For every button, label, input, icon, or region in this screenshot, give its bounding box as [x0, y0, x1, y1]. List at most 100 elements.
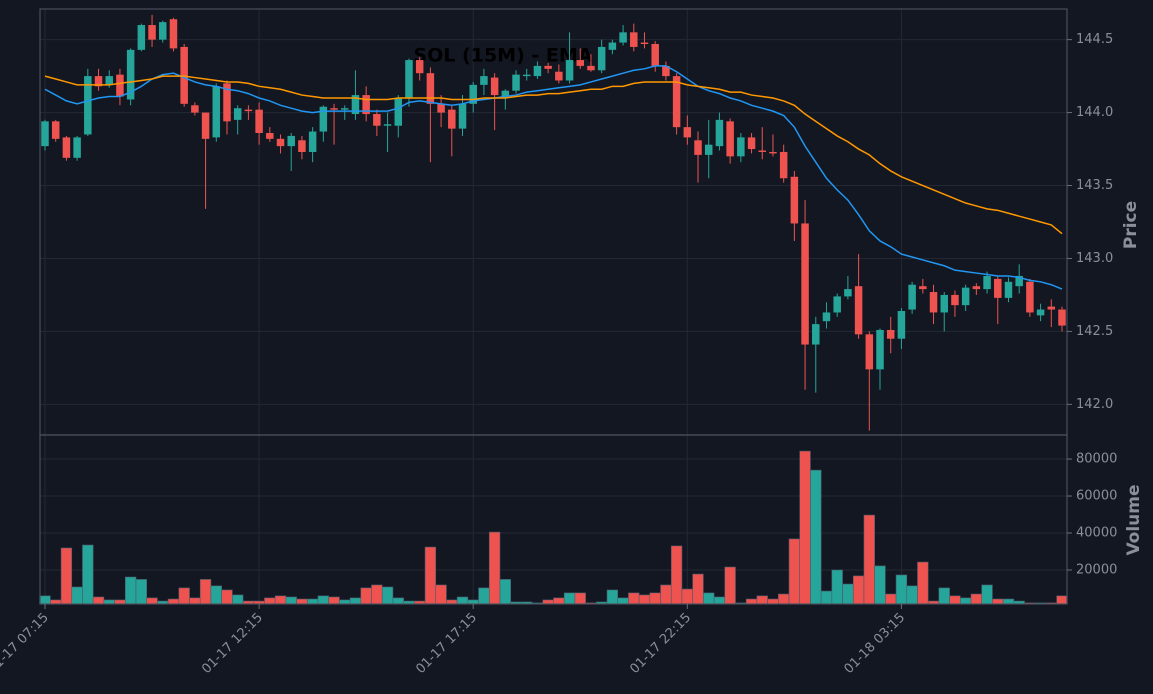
candle-body — [1015, 275, 1023, 287]
candle-body — [394, 97, 403, 126]
volume-bar — [970, 593, 983, 605]
candle-body — [1058, 309, 1066, 326]
candle-body — [191, 105, 199, 113]
candle-body — [1026, 281, 1034, 313]
y-tick-label: 40000 — [1076, 525, 1117, 540]
candle-body — [383, 124, 392, 126]
candle-body — [330, 108, 338, 110]
volume-bar — [778, 593, 790, 605]
candle-body — [244, 109, 253, 112]
candle-body — [683, 127, 692, 138]
candle-body — [630, 32, 638, 47]
volume-bar — [670, 545, 683, 605]
volume-bar — [424, 546, 437, 605]
candle-body — [587, 65, 595, 71]
candle-body — [951, 294, 959, 306]
candle-body — [458, 103, 467, 129]
candle-body — [769, 151, 777, 154]
volume-bar — [1002, 598, 1015, 605]
volume-bar — [810, 469, 822, 605]
candle-body — [51, 121, 60, 139]
volume-bar — [124, 576, 137, 605]
candle-body — [876, 329, 884, 370]
candle-body — [844, 289, 852, 297]
candle-body — [223, 83, 231, 122]
volume-bar — [885, 593, 897, 605]
volume-bar — [628, 592, 640, 605]
volume-bar — [349, 597, 362, 605]
volume-bar — [660, 584, 672, 605]
y-tick-label: 80000 — [1076, 452, 1117, 467]
candle-body — [84, 76, 92, 135]
chart-title: SOL (15M) - EMA — [414, 45, 593, 67]
volume-bar — [949, 595, 961, 605]
volume-bar — [274, 595, 287, 605]
volume-bar — [842, 583, 854, 605]
candle-body — [490, 77, 499, 96]
candle-body — [662, 65, 670, 77]
volume-bar — [553, 597, 565, 605]
volume-bar — [895, 574, 908, 605]
volume-bar — [649, 592, 661, 605]
volume-bar — [992, 598, 1004, 605]
volume-bar — [446, 599, 458, 605]
volume-bar — [1056, 595, 1068, 605]
candle-body — [704, 144, 713, 155]
volume-bar — [692, 573, 704, 605]
candle-body — [790, 176, 799, 224]
candle-body — [62, 137, 71, 158]
volume-bar — [199, 579, 212, 605]
volume-frame — [39, 434, 1068, 605]
candle-body — [94, 76, 103, 87]
y-tick-label: 143.0 — [1076, 251, 1113, 266]
candle-body — [41, 121, 49, 147]
candle-body — [287, 135, 295, 147]
volume-bar — [745, 598, 758, 605]
volume-bar — [917, 561, 929, 605]
volume-bar — [638, 594, 651, 605]
volume-bar — [681, 588, 693, 605]
candle-body — [533, 65, 542, 77]
candle-body — [276, 138, 285, 147]
volume-bar — [339, 599, 351, 605]
volume-axis-label: Volume — [1124, 484, 1144, 555]
y-tick-label: 144.5 — [1076, 32, 1113, 47]
volume-bar — [381, 586, 394, 605]
volume-bar — [852, 575, 865, 605]
y-tick-label: 144.0 — [1076, 105, 1113, 120]
y-tick-label: 142.0 — [1076, 397, 1113, 412]
candle-body — [448, 109, 456, 129]
volume-bar — [874, 565, 886, 605]
volume-bar — [392, 597, 404, 605]
candle-body — [812, 324, 820, 345]
candle-body — [919, 286, 927, 290]
volume-bar — [574, 592, 586, 605]
volume-bar — [146, 597, 158, 605]
candle-body — [833, 296, 841, 313]
candle-body — [1047, 306, 1056, 310]
candle-body — [672, 76, 681, 128]
candle-body — [233, 108, 242, 120]
candle-body — [694, 140, 702, 155]
volume-bar — [959, 597, 972, 605]
y-tick-label: 143.5 — [1076, 178, 1113, 193]
volume-bar — [820, 590, 833, 605]
candle-body — [266, 133, 274, 139]
marks — [39, 14, 1068, 605]
volume-bar — [938, 587, 950, 605]
volume-bar — [435, 584, 447, 605]
volume-bar — [756, 595, 768, 605]
volume-bar — [906, 585, 918, 605]
candle-body — [512, 74, 520, 91]
volume-bar — [135, 579, 147, 605]
volume-bar — [788, 538, 801, 605]
volume-bar — [82, 544, 94, 605]
candle-body — [426, 73, 435, 104]
candle-body — [801, 223, 809, 345]
candle-body — [437, 103, 445, 113]
candle-body — [351, 95, 360, 115]
ema-line — [44, 65, 1063, 290]
y-tick-label: 60000 — [1076, 489, 1117, 504]
candle-body — [73, 137, 81, 158]
